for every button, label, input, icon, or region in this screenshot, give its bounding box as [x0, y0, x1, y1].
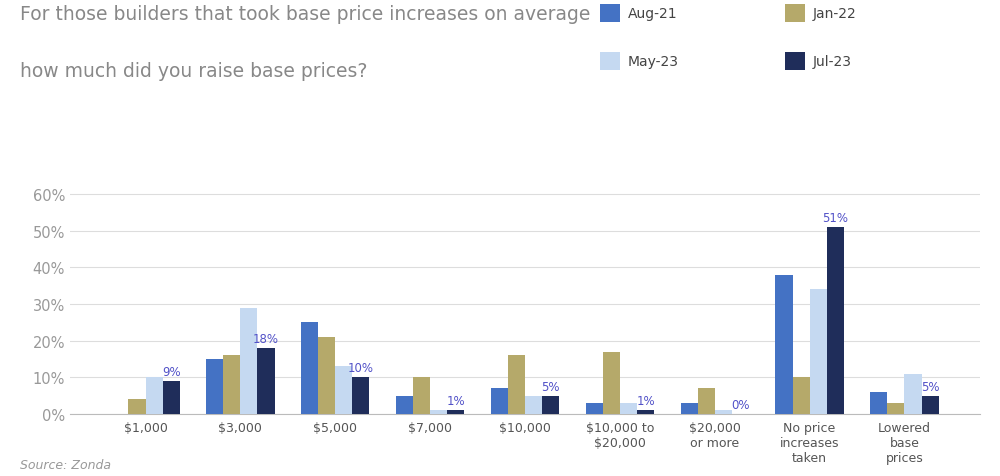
Bar [413, 377, 430, 414]
Bar [715, 410, 732, 414]
Bar [146, 377, 163, 414]
Bar [827, 228, 844, 414]
Bar [681, 403, 698, 414]
Text: Source: Zonda: Source: Zonda [20, 458, 111, 471]
Text: how much did you raise base prices?: how much did you raise base prices? [20, 62, 367, 81]
Text: May-23: May-23 [628, 55, 679, 69]
Bar [887, 403, 904, 414]
Text: Jan-22: Jan-22 [813, 7, 857, 21]
Bar [922, 396, 939, 414]
Text: 10%: 10% [348, 362, 374, 375]
Text: 51%: 51% [822, 211, 848, 225]
Bar [396, 396, 413, 414]
Text: 1%: 1% [636, 395, 655, 407]
Text: 0%: 0% [731, 398, 750, 411]
Bar [128, 399, 146, 414]
Bar [775, 275, 793, 414]
Bar [352, 377, 369, 414]
Bar [508, 356, 525, 414]
Bar [870, 392, 887, 414]
Text: 5%: 5% [541, 380, 560, 393]
Bar [810, 289, 827, 414]
Text: 9%: 9% [162, 365, 180, 378]
Bar [447, 410, 464, 414]
Bar [206, 359, 223, 414]
Text: Jul-23: Jul-23 [813, 55, 852, 69]
Bar [698, 388, 715, 414]
Bar [318, 337, 335, 414]
Bar [904, 374, 922, 414]
Text: Aug-21: Aug-21 [628, 7, 678, 21]
Text: 18%: 18% [253, 332, 279, 345]
Bar [163, 381, 180, 414]
Bar [301, 323, 318, 414]
Bar [430, 410, 447, 414]
Bar [603, 352, 620, 414]
Bar [637, 410, 654, 414]
Bar [257, 348, 275, 414]
Bar [525, 396, 542, 414]
Bar [793, 377, 810, 414]
Bar [491, 388, 508, 414]
Bar [335, 367, 352, 414]
Bar [586, 403, 603, 414]
Bar [223, 356, 240, 414]
Text: For those builders that took base price increases on average: For those builders that took base price … [20, 5, 590, 24]
Text: 1%: 1% [446, 395, 465, 407]
Bar [240, 308, 257, 414]
Bar [620, 403, 637, 414]
Text: 5%: 5% [921, 380, 939, 393]
Bar [542, 396, 559, 414]
